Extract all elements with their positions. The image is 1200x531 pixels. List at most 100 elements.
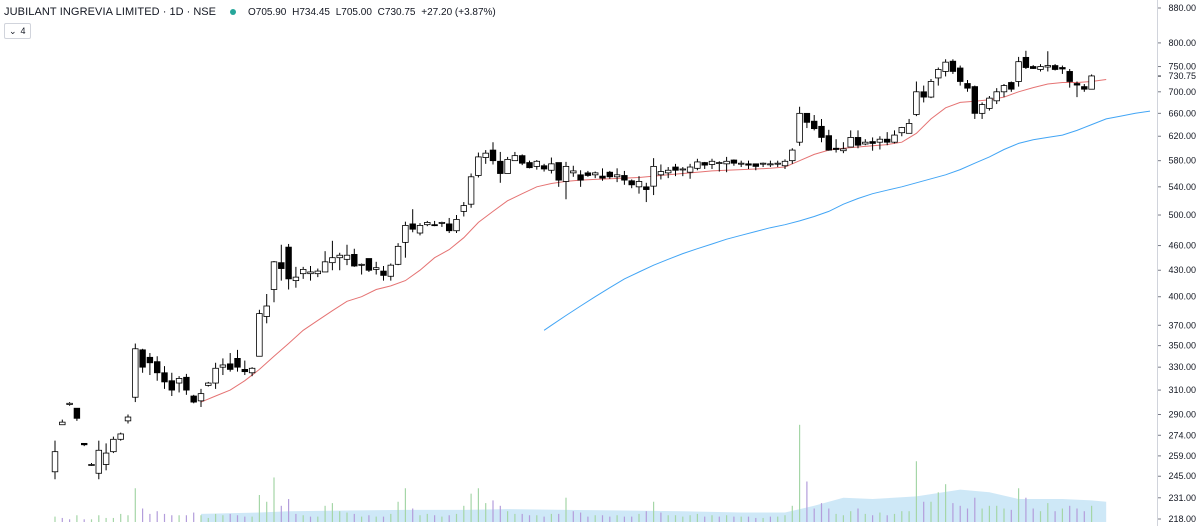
symbol-legend: JUBILANT INGREVIA LIMITED · 1D · NSE O70… — [4, 3, 499, 21]
candle — [453, 215, 460, 234]
price-tick-label: 370.00 — [1168, 320, 1196, 330]
candle — [635, 176, 643, 194]
candle-body-up — [738, 162, 745, 165]
candle-body-up — [358, 263, 365, 266]
candle — [270, 260, 278, 303]
volume-bar — [412, 508, 414, 522]
ohlc-values: O705.90 H734.45 L705.00 C730.75 +27.20 (… — [248, 7, 499, 18]
candle-body-up — [533, 160, 540, 167]
volume-bar — [850, 511, 852, 522]
price-axis[interactable]: 880.00 800.00 750.00 700.00 660.00 620.00 580.… — [1157, 0, 1200, 526]
candle-body-down — [1008, 82, 1015, 90]
volume-bar — [222, 515, 224, 522]
candle — [234, 349, 241, 372]
candle — [665, 167, 672, 179]
candle-body-down — [555, 162, 562, 181]
candle-body-down — [869, 141, 876, 144]
interval-label[interactable]: 1D — [169, 6, 184, 18]
candle-body-up — [482, 152, 489, 158]
volume-bar — [609, 516, 611, 522]
volume-bar — [149, 513, 151, 522]
candle-body-up — [475, 156, 482, 176]
price-tick-label: 620.00 — [1168, 131, 1196, 141]
candle-body-up — [205, 382, 212, 386]
candle — [876, 136, 884, 150]
price-tick-label: 274.00 — [1168, 430, 1196, 440]
volume-bar — [813, 508, 815, 522]
candle-body-up — [694, 161, 701, 169]
candle-body-down — [351, 254, 358, 267]
volume-bar — [382, 516, 385, 522]
candle-body-up — [124, 416, 132, 422]
volume-bar — [945, 484, 947, 522]
candle — [592, 171, 599, 179]
candle — [796, 106, 803, 146]
volume-bar — [1061, 508, 1063, 522]
volume-bar — [178, 515, 180, 522]
volume-bar — [1054, 511, 1056, 522]
candle-body-down — [920, 91, 927, 98]
price-tick-label: 218.00 — [1168, 514, 1196, 524]
volume-bar — [156, 511, 158, 522]
indicators-collapse-button[interactable]: ⌄ 4 — [4, 23, 31, 39]
volume-bar — [419, 515, 421, 522]
candle-body-up — [774, 162, 781, 165]
volume-bar — [704, 516, 706, 522]
volume-bar — [696, 513, 698, 522]
volume-bar — [747, 516, 750, 522]
candle-body-up — [402, 225, 409, 243]
candle — [110, 436, 117, 454]
last-price-label: 730.75 — [1168, 71, 1196, 81]
market-status-dot-icon — [229, 9, 236, 15]
volume-bar — [171, 515, 173, 522]
candle-body-down — [825, 135, 832, 151]
volume-bar — [777, 516, 779, 522]
price-tick-label: 310.00 — [1168, 385, 1196, 395]
volume-bar — [69, 519, 71, 522]
candle — [767, 160, 774, 168]
candle-body-up — [132, 348, 139, 398]
volume-bar — [1018, 488, 1020, 522]
candle-body-up — [796, 112, 803, 143]
candle-body-up — [993, 91, 1000, 102]
candle — [292, 266, 300, 288]
candle — [942, 59, 949, 77]
volume-bar — [485, 503, 487, 522]
volume-bar — [463, 505, 465, 522]
candle-body-up — [59, 421, 66, 426]
candle — [957, 65, 964, 86]
candle-body-down — [832, 147, 840, 150]
candle — [1022, 50, 1030, 69]
candle-body-up — [927, 81, 935, 98]
candle — [832, 139, 840, 153]
volume-bar — [667, 515, 669, 522]
volume-bar — [623, 516, 625, 522]
candle — [475, 152, 482, 178]
candle — [51, 440, 59, 480]
candle — [650, 158, 657, 196]
candle-body-down — [153, 361, 161, 374]
volume-bar — [908, 511, 910, 522]
volume-bar — [317, 516, 319, 522]
candle — [730, 159, 738, 166]
candle — [971, 85, 978, 119]
candle-body-up — [66, 402, 73, 405]
candle — [898, 126, 905, 137]
volume-bar — [61, 517, 63, 522]
volume-bar — [244, 516, 246, 522]
volume-bar — [207, 517, 209, 522]
candle-body-down — [234, 358, 241, 368]
candle-body-down — [489, 149, 497, 162]
candle-body-down — [409, 223, 416, 230]
volume-bar — [514, 513, 516, 522]
volume-bar — [660, 512, 662, 522]
candle — [716, 161, 723, 172]
candle-body-down — [1081, 86, 1088, 90]
candle-body-up — [219, 364, 227, 368]
candle-body-up — [88, 464, 95, 466]
volume-bar — [163, 513, 166, 522]
candle-body-down — [540, 165, 548, 170]
candle-body-down — [1051, 65, 1059, 70]
volume-bar — [937, 492, 939, 522]
